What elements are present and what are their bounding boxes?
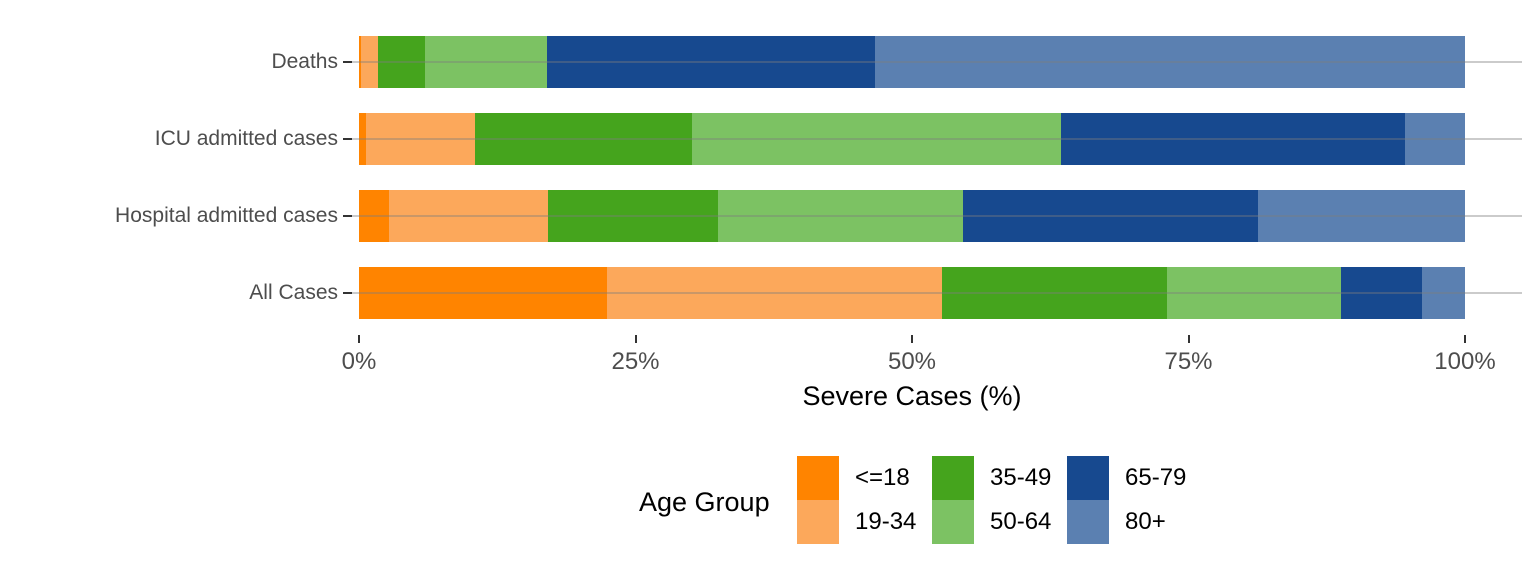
category-tick-mark xyxy=(343,61,352,63)
x-tick-mark xyxy=(1187,335,1190,343)
x-tick-mark xyxy=(634,335,637,343)
x-tick-label: 50% xyxy=(887,348,937,375)
legend-label: 35-49 xyxy=(990,464,1052,491)
stacked-bar xyxy=(359,190,1465,242)
x-tick-label: 100% xyxy=(1434,348,1496,375)
category-tick-mark xyxy=(343,138,352,140)
bar-segment xyxy=(718,190,963,242)
gridline xyxy=(352,215,1522,217)
x-tick-label: 0% xyxy=(341,348,377,375)
bar-segment xyxy=(1061,113,1406,165)
legend-label: 80+ xyxy=(1125,508,1166,535)
bar-segment xyxy=(1258,190,1465,242)
bar-segment xyxy=(475,113,692,165)
bar-segment xyxy=(1421,267,1465,319)
legend-label: 65-79 xyxy=(1125,464,1187,491)
bar-segment xyxy=(1341,267,1422,319)
x-tick-mark xyxy=(911,335,913,343)
x-tick-label: 75% xyxy=(1164,348,1213,375)
gridline xyxy=(352,292,1522,294)
bar-segment xyxy=(941,267,1168,319)
bar-segment xyxy=(361,36,378,88)
x-tick-mark xyxy=(358,335,360,343)
stacked-bar xyxy=(359,113,1465,165)
bar-segment xyxy=(546,36,876,88)
bar-segment xyxy=(388,190,549,242)
bar-segment xyxy=(359,190,389,242)
gridline xyxy=(352,61,1522,63)
category-tick-mark xyxy=(343,215,352,217)
legend-key xyxy=(797,500,839,544)
legend-key xyxy=(932,500,974,544)
bar-segment xyxy=(425,36,547,88)
bar-segment xyxy=(691,113,1062,165)
x-axis-title: Severe Cases (%) xyxy=(802,381,1022,411)
category-label: ICU admitted cases xyxy=(154,127,338,150)
category-label: All Cases xyxy=(249,281,338,304)
legend-title: Age Group xyxy=(639,487,770,517)
category-label: Hospital admitted cases xyxy=(115,204,338,227)
bar-segment xyxy=(962,190,1259,242)
bar-segment xyxy=(359,113,366,165)
x-tick-mark xyxy=(1464,335,1466,343)
bar-segment xyxy=(377,36,426,88)
bar-segment xyxy=(606,267,942,319)
legend-label: <=18 xyxy=(855,464,910,491)
bar-segment xyxy=(359,267,607,319)
gridline xyxy=(352,138,1522,140)
bar-segment xyxy=(359,36,362,88)
legend-key xyxy=(932,456,974,500)
legend-key xyxy=(797,456,839,500)
bar-segment xyxy=(875,36,1465,88)
bar-segment xyxy=(365,113,476,165)
category-tick-mark xyxy=(343,292,352,294)
legend-label: 19-34 xyxy=(855,508,917,535)
stacked-bar xyxy=(359,267,1465,319)
bar-segment xyxy=(1167,267,1342,319)
legend-key xyxy=(1067,500,1109,544)
stacked-bar xyxy=(359,36,1465,88)
bar-segment xyxy=(548,190,719,242)
x-tick-label: 25% xyxy=(611,348,660,375)
legend-key xyxy=(1067,456,1109,500)
bar-segment xyxy=(1405,113,1465,165)
category-label: Deaths xyxy=(271,50,338,73)
legend-label: 50-64 xyxy=(990,508,1052,535)
